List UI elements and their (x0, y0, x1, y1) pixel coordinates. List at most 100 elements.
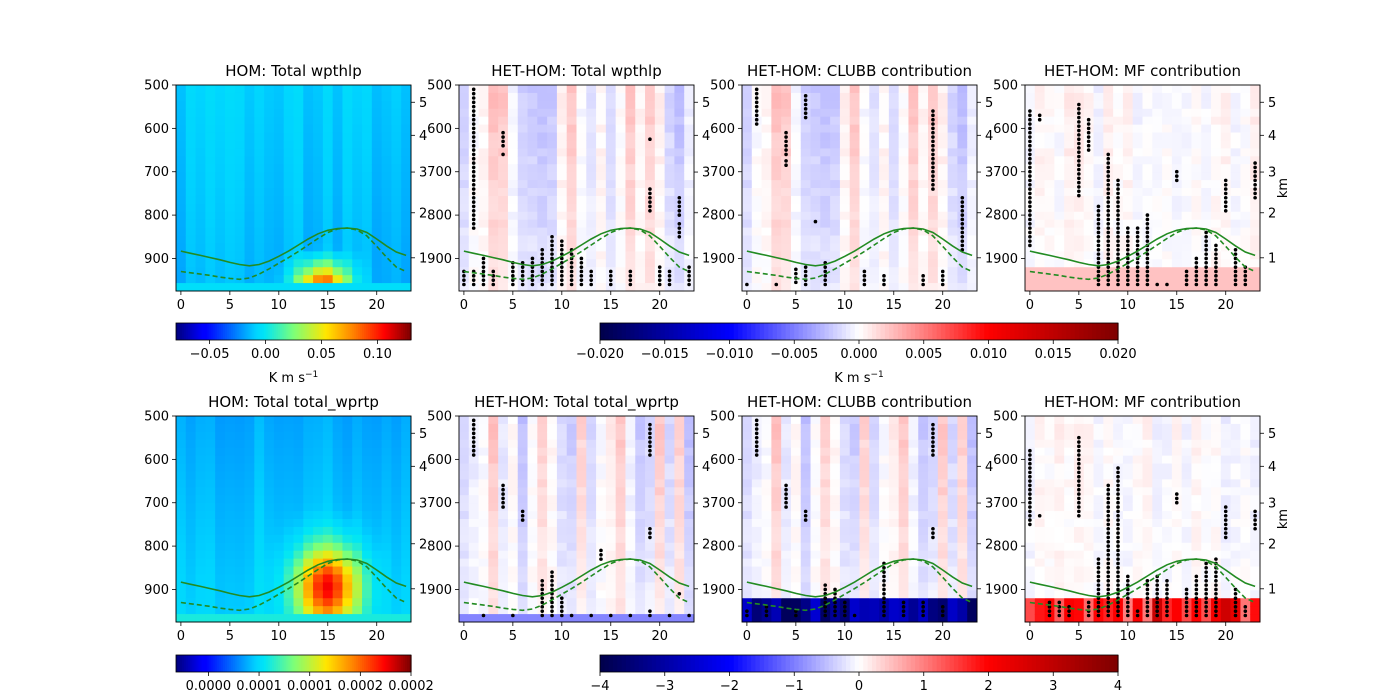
heatmap-cell (635, 471, 646, 480)
heatmap-cell (664, 439, 675, 449)
heatmap-cell (781, 534, 792, 544)
heatmap-cell (362, 195, 373, 205)
heatmap-cell (195, 447, 206, 457)
heatmap-cell (625, 566, 636, 575)
heatmap-cell (1132, 100, 1143, 110)
heatmap-cell (488, 598, 499, 607)
heatmap-cell (468, 542, 480, 552)
heatmap-cell (362, 447, 373, 457)
height-tick-label: 5 (419, 96, 427, 111)
heatmap-cell (264, 180, 275, 189)
heatmap-cell (586, 558, 597, 568)
heatmap-cell (478, 188, 489, 197)
significance-dot (1106, 265, 1111, 269)
colorbar-swatch (177, 323, 181, 340)
significance-dot (1028, 135, 1032, 139)
heatmap-cell (751, 108, 763, 118)
heatmap-cell (586, 195, 597, 205)
heatmap-cell (908, 164, 919, 173)
heatmap-cell (254, 164, 265, 173)
heatmap-cell (674, 251, 685, 260)
heatmap-cell (517, 148, 529, 157)
height-tick-label: 1 (985, 251, 993, 266)
heatmap-cell (684, 416, 695, 425)
heatmap-cell (684, 140, 695, 149)
heatmap-cell (1171, 203, 1183, 213)
significance-dot (960, 221, 965, 226)
heatmap-cell (1034, 172, 1046, 181)
heatmap-cell (898, 283, 909, 292)
heatmap-cell (264, 511, 275, 520)
heatmap-cell (195, 116, 206, 126)
heatmap-cell (537, 195, 548, 205)
heatmap-cell (381, 85, 392, 94)
colorbar-swatch (725, 323, 731, 340)
heatmap-cell (195, 259, 206, 268)
colorbar-swatch (246, 323, 250, 340)
heatmap-cell (362, 211, 373, 221)
significance-dot (960, 208, 965, 213)
significance-dot (1135, 265, 1140, 269)
heatmap-cell (185, 188, 197, 197)
heatmap-cell (244, 614, 255, 623)
heatmap-cell (205, 455, 216, 465)
heatmap-cell (507, 447, 519, 457)
heatmap-cell (244, 534, 255, 544)
significance-dot (823, 278, 828, 282)
heatmap-cell (586, 582, 597, 591)
heatmap-cell (566, 164, 577, 173)
heatmap-cell (322, 243, 334, 252)
heatmap-cell (352, 227, 363, 237)
colorbar-swatch (837, 323, 843, 340)
heatmap-cell (488, 164, 499, 173)
heatmap-cell (771, 132, 782, 141)
heatmap-cell (244, 487, 255, 496)
heatmap-cell (1191, 235, 1202, 244)
heatmap-cell (615, 526, 626, 536)
heatmap-cell (195, 275, 206, 284)
heatmap-cell (459, 455, 470, 465)
heatmap-cell (674, 140, 685, 149)
height-tick-label: 2 (702, 537, 710, 552)
heatmap-cell (488, 116, 499, 126)
heatmap-cell (1211, 132, 1222, 141)
heatmap-cell (1191, 188, 1202, 197)
heatmap-cell (1152, 172, 1163, 181)
heatmap-cell (527, 511, 538, 520)
heatmap-cell (283, 455, 294, 465)
heatmap-cell (957, 140, 968, 149)
heatmap-cell (459, 582, 470, 591)
heatmap-cell (332, 590, 343, 599)
heatmap-cell (869, 188, 880, 197)
heatmap-cell (488, 455, 499, 465)
significance-dot (648, 440, 652, 444)
height-tick-label: 3 (419, 497, 427, 512)
heatmap-cell (664, 614, 675, 623)
heatmap-cell (507, 85, 519, 94)
heatmap-cell (547, 574, 558, 583)
heatmap-cell (537, 503, 548, 512)
heatmap-cell (234, 211, 246, 221)
heatmap-cell (313, 574, 324, 583)
heatmap-cell (478, 85, 489, 94)
heatmap-cell (313, 251, 324, 260)
heatmap-cell (1171, 219, 1183, 229)
heatmap-cell (264, 606, 275, 615)
heatmap-cell (401, 259, 412, 268)
heatmap-cell (468, 526, 480, 536)
colorbar-swatch (260, 323, 263, 340)
heatmap-cell (224, 495, 236, 504)
significance-dot (1253, 195, 1257, 200)
heatmap-cell (664, 203, 675, 213)
heatmap-cell (849, 211, 860, 221)
heatmap-cell (234, 574, 246, 583)
height-tick-label: 4 (985, 129, 993, 144)
heatmap-cell (391, 195, 402, 205)
heatmap-cell (244, 92, 255, 102)
heatmap-cell (537, 85, 548, 94)
heatmap-cell (586, 487, 597, 496)
height-tick-label: 4 (702, 129, 710, 144)
heatmap-cell (185, 180, 197, 189)
heatmap-cell (596, 447, 607, 457)
heatmap-cell (947, 259, 958, 268)
